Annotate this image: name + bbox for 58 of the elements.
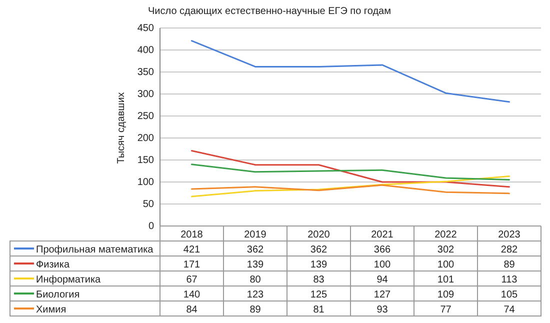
data-label: 125 xyxy=(310,290,328,300)
data-label: 77 xyxy=(440,304,452,316)
y-tick-label: 0 xyxy=(148,221,154,232)
x-tick-label: 2018 xyxy=(180,230,204,240)
line-series xyxy=(191,164,510,181)
data-label: 109 xyxy=(437,290,455,300)
data-label: 362 xyxy=(310,244,328,256)
data-label: 282 xyxy=(500,244,518,256)
line-series xyxy=(191,176,510,198)
data-label: 139 xyxy=(310,260,328,270)
data-label: 123 xyxy=(246,290,264,300)
legend-label: Информатика xyxy=(36,274,102,286)
y-tick-label: 400 xyxy=(137,45,154,56)
line-series xyxy=(191,40,510,103)
data-label: 74 xyxy=(504,304,516,316)
data-label: 100 xyxy=(374,260,392,270)
y-tick-label: 450 xyxy=(137,23,154,34)
x-tick-label: 2020 xyxy=(308,230,330,240)
x-tick-label: 2022 xyxy=(434,230,458,240)
data-label: 302 xyxy=(437,244,455,256)
data-label: 139 xyxy=(246,260,264,270)
legend-label: Физика xyxy=(36,260,70,270)
legend-label: Биология xyxy=(36,290,80,300)
data-label: 105 xyxy=(500,290,518,300)
x-tick-label: 2021 xyxy=(371,230,394,240)
y-tick-label: 200 xyxy=(137,133,154,144)
data-label: 366 xyxy=(374,244,392,256)
data-label: 421 xyxy=(183,244,201,256)
x-tick-label: 2019 xyxy=(244,230,267,240)
y-tick-label: 350 xyxy=(137,67,154,78)
y-tick-label: 250 xyxy=(137,111,154,122)
data-label: 100 xyxy=(437,260,455,270)
data-label: 101 xyxy=(437,274,455,286)
y-axis-title: Тысяч сдавших xyxy=(116,92,127,164)
x-tick-label: 2023 xyxy=(498,230,521,240)
data-label: 89 xyxy=(250,304,262,316)
y-tick-label: 150 xyxy=(137,155,154,166)
data-label: 81 xyxy=(313,304,325,316)
data-label: 362 xyxy=(246,244,264,256)
data-label: 93 xyxy=(376,304,388,316)
line-series xyxy=(191,184,510,194)
data-label: 171 xyxy=(183,260,201,270)
y-tick-label: 100 xyxy=(137,177,154,188)
y-tick-label: 300 xyxy=(137,89,154,100)
data-label: 127 xyxy=(374,290,392,300)
legend-label: Химия xyxy=(36,304,66,316)
data-label: 140 xyxy=(183,290,201,300)
data-label: 94 xyxy=(376,274,388,286)
data-label: 83 xyxy=(313,274,325,286)
chart-title: Число сдающих естественно-научные ЕГЭ по годам xyxy=(148,6,392,17)
data-label: 113 xyxy=(501,274,518,286)
y-tick-label: 50 xyxy=(142,199,154,210)
data-label: 80 xyxy=(250,274,262,286)
data-label: 89 xyxy=(504,260,516,270)
line-series xyxy=(191,150,510,188)
data-label: 84 xyxy=(186,304,198,316)
data-label: 67 xyxy=(186,274,198,286)
legend-label: Профильная математика xyxy=(36,244,154,256)
